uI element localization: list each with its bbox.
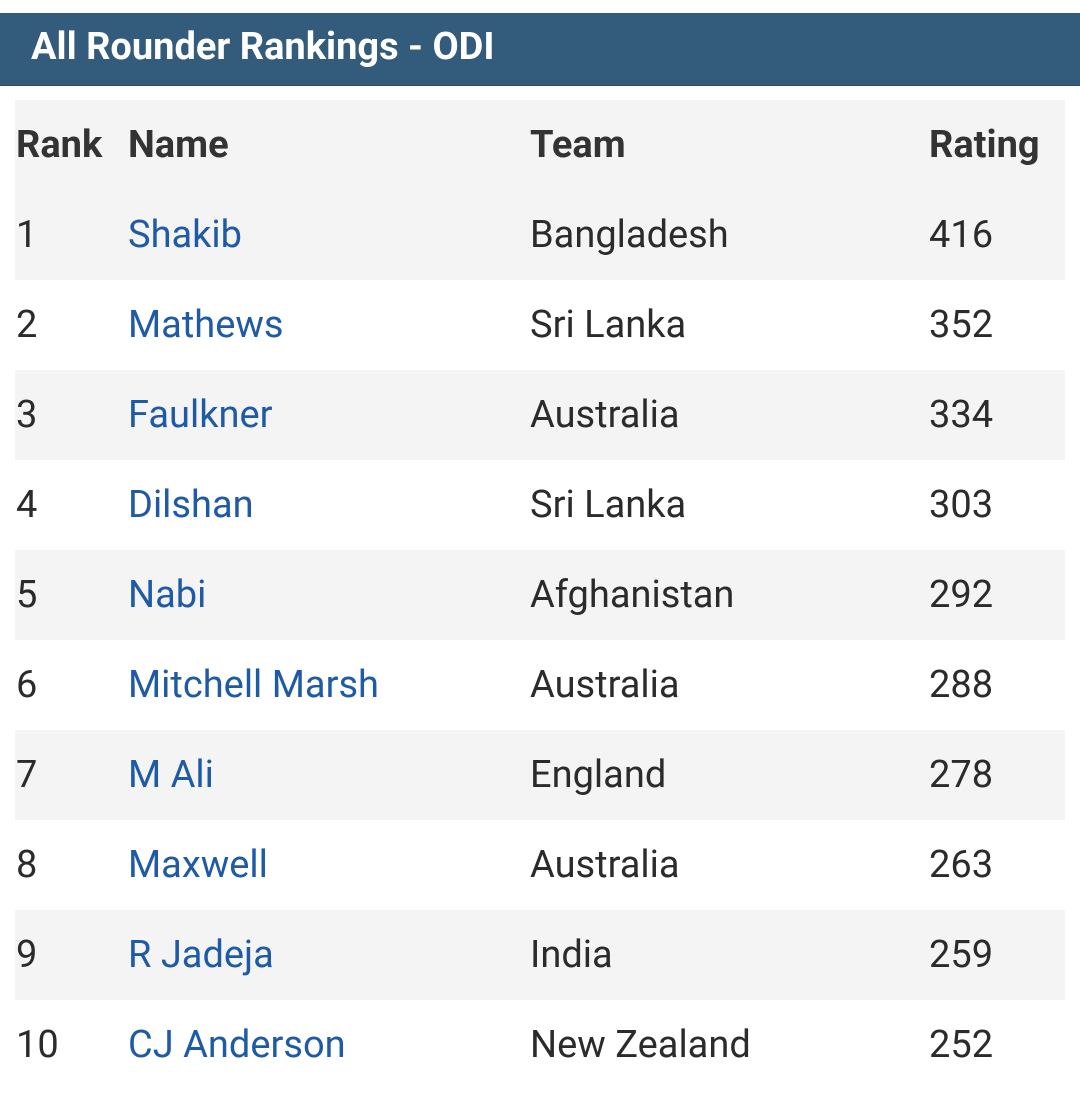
table-cell: Faulkner <box>128 370 530 460</box>
table-cell: 352 <box>929 303 994 347</box>
table-cell: 6 <box>16 663 38 707</box>
header-title: All Rounder Rankings - ODI <box>31 25 495 69</box>
table-cell: Dilshan <box>128 460 530 550</box>
table-cell: 416 <box>929 213 994 257</box>
table-row: 9 R Jadeja India 259 <box>15 910 1065 1000</box>
table-cell: Australia <box>530 843 680 887</box>
table-cell: 8 <box>16 843 38 887</box>
table-cell: Sri Lanka <box>530 483 687 527</box>
table-cell: Nabi <box>128 550 530 640</box>
table-cell: CJ Anderson <box>128 1000 530 1090</box>
table-cell: M Ali <box>128 730 530 820</box>
table-cell: 252 <box>929 1023 994 1067</box>
table-cell: 5 <box>16 573 38 617</box>
column-header: Rank <box>16 123 103 167</box>
table-body: 1 Shakib Bangladesh 416 2 Mathews Sri Lanka 352… <box>15 190 1065 1090</box>
column-header: Name <box>128 123 229 167</box>
table-row: 7 M Ali England 278 <box>15 730 1065 820</box>
table-cell: 10 <box>16 1023 59 1067</box>
table-row: 1 Shakib Bangladesh 416 <box>15 190 1065 280</box>
table-cell: Maxwell <box>128 820 530 910</box>
table-cell: 2 <box>16 303 38 347</box>
table-cell: New Zealand <box>530 1023 751 1067</box>
table-cell: R Jadeja <box>128 910 530 1000</box>
table-cell: Bangladesh <box>530 213 729 257</box>
header-bar: All Rounder Rankings - ODI <box>0 13 1080 86</box>
table-cell: 334 <box>929 393 994 437</box>
player-link[interactable]: M Ali <box>128 753 214 797</box>
table-row: 3 Faulkner Australia 334 <box>15 370 1065 460</box>
table-cell: Shakib <box>128 190 530 280</box>
table-cell: 278 <box>929 753 994 797</box>
column-header: Team <box>530 123 626 167</box>
player-link[interactable]: Dilshan <box>128 483 254 527</box>
player-link[interactable]: Faulkner <box>128 393 273 437</box>
table-cell: 303 <box>929 483 994 527</box>
table-cell: Australia <box>530 393 680 437</box>
table-row: 6 Mitchell Marsh Australia 288 <box>15 640 1065 730</box>
player-link[interactable]: Nabi <box>128 573 207 617</box>
player-link[interactable]: Mitchell Marsh <box>128 663 379 707</box>
table-cell: Sri Lanka <box>530 303 687 347</box>
table-cell: 263 <box>929 843 994 887</box>
table-cell: 292 <box>929 573 994 617</box>
rankings-table: Rank Name Team Rating 1 Shakib Bangladesh 416 2… <box>15 100 1065 1090</box>
column-header: Rating <box>929 123 1040 167</box>
table-cell: 1 <box>16 213 38 257</box>
table-cell: Mitchell Marsh <box>128 640 530 730</box>
header-row: Rank Name Team Rating <box>15 100 1065 190</box>
table-cell: 3 <box>16 393 38 437</box>
table-cell: Afghanistan <box>530 573 735 617</box>
table-cell: England <box>530 753 667 797</box>
table-cell: 9 <box>16 933 38 977</box>
table-cell: Australia <box>530 663 680 707</box>
table-cell: 288 <box>929 663 994 707</box>
table-row: 5 Nabi Afghanistan 292 <box>15 550 1065 640</box>
player-link[interactable]: Shakib <box>128 213 242 257</box>
table-row: 2 Mathews Sri Lanka 352 <box>15 280 1065 370</box>
table-cell: Mathews <box>128 280 530 370</box>
table-row: 10 CJ Anderson New Zealand 252 <box>15 1000 1065 1090</box>
table-row: 4 Dilshan Sri Lanka 303 <box>15 460 1065 550</box>
player-link[interactable]: R Jadeja <box>128 933 274 977</box>
player-link[interactable]: CJ Anderson <box>128 1023 346 1067</box>
table-cell: India <box>530 933 613 977</box>
table-cell: 7 <box>16 753 38 797</box>
table-row: 8 Maxwell Australia 263 <box>15 820 1065 910</box>
table-cell: 4 <box>16 483 38 527</box>
table-cell: 259 <box>929 933 994 977</box>
player-link[interactable]: Mathews <box>128 303 284 347</box>
player-link[interactable]: Maxwell <box>128 843 268 887</box>
